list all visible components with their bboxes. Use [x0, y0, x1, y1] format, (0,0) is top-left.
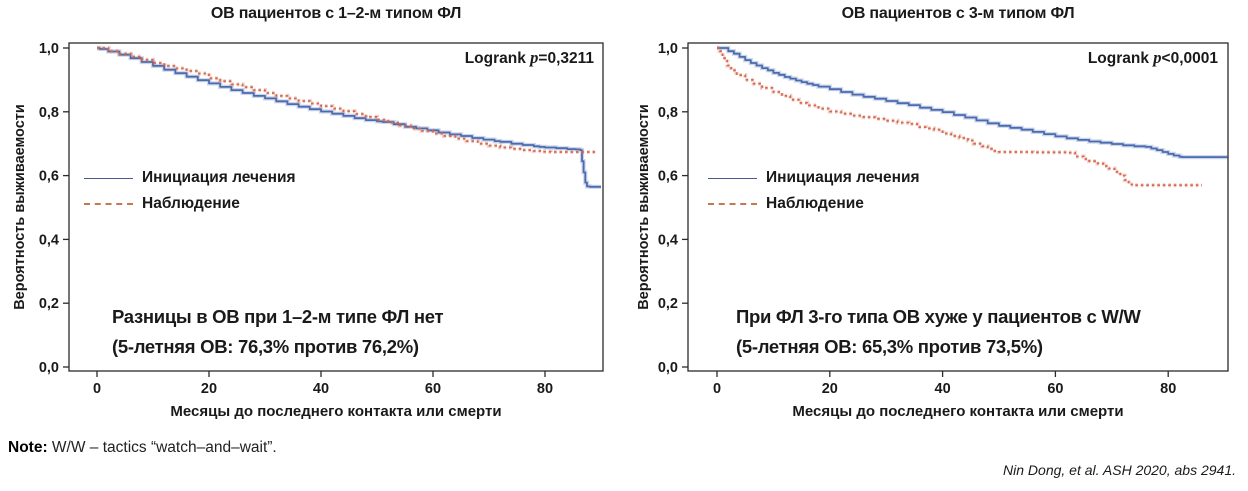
km-chart-panel-right: 0 20 40 60 80 1,0 0,8 0,6 0,4 0,2 0,0 ОВ пациентов… [624, 0, 1248, 431]
x-tick-label: 20 [822, 381, 838, 397]
y-tick-label: 0,2 [658, 296, 678, 312]
plot-border [687, 42, 1229, 372]
logrank-label: Logrank p=0,3211 [465, 48, 594, 68]
logrank-p: p [530, 48, 539, 67]
y-axis-label: Вероятность выживаемости [636, 104, 652, 310]
y-tick-label: 0,4 [658, 232, 678, 248]
y-tick-label: 0,0 [39, 360, 59, 376]
y-tick-label: 0,4 [39, 232, 59, 248]
legend-item-treatment: Инициация лечения [84, 165, 296, 191]
dashed-line-swatch [708, 203, 757, 205]
x-tick-label: 40 [313, 381, 329, 397]
y-tick-label: 0,6 [658, 169, 678, 185]
annotation-line-2: (5-летняя ОВ: 65,3% против 73,5%) [736, 336, 1043, 357]
legend-label: Наблюдение [142, 195, 240, 212]
y-tick-label: 1,0 [39, 41, 59, 57]
km-curve-solid [717, 47, 1228, 158]
x-tick-label: 0 [713, 381, 721, 397]
x-tick-label: 40 [935, 381, 951, 397]
legend-item-observation: Наблюдение [84, 191, 296, 217]
y-tick-label: 1,0 [658, 41, 678, 57]
logrank-value: =0,3211 [538, 50, 594, 67]
km-chart-panel-left: 0 20 40 60 80 1,0 0,8 0,6 0,4 0,2 0,0 ОВ пациентов… [0, 0, 624, 431]
y-tick-label: 0,8 [39, 105, 59, 121]
y-tick-label: 0,0 [658, 360, 678, 376]
x-tick-label: 80 [537, 381, 553, 397]
logrank-p: p [1153, 48, 1162, 67]
y-tick-label: 0,8 [658, 105, 678, 121]
legend-label: Инициация лечения [766, 169, 920, 186]
x-tick-label: 60 [1047, 381, 1063, 397]
chart-title: ОВ пациентов с 1–2-м типом ФЛ [210, 5, 462, 22]
citation: Nin Dong, et al. ASH 2020, abs 2941. [1003, 462, 1236, 478]
legend-label: Инициация лечения [142, 169, 296, 186]
x-tick-label: 60 [425, 381, 441, 397]
km-curve-solid [97, 47, 601, 188]
legend: Инициация лечения Наблюдение [84, 165, 296, 217]
logrank-prefix: Logrank [1087, 50, 1154, 67]
x-tick-label: 80 [1160, 381, 1176, 397]
km-curve-halo [97, 45, 596, 155]
logrank-label: Logrank p<0,0001 [1088, 48, 1218, 68]
legend-label: Наблюдение [766, 195, 864, 212]
y-tick-label: 0,2 [39, 296, 59, 312]
solid-line-swatch [708, 177, 757, 179]
y-tick-label: 0,6 [39, 169, 59, 185]
logrank-prefix: Logrank [464, 50, 531, 67]
legend-item-treatment: Инициация лечения [708, 165, 920, 191]
dashed-line-swatch [84, 203, 133, 205]
note-text: W/W – tactics “watch–and–wait”. [47, 439, 277, 456]
x-axis-label: Месяцы до последнего контакта или смерти [170, 403, 502, 420]
km-plot-left: 0 20 40 60 80 1,0 0,8 0,6 0,4 0,2 0,0 [39, 41, 604, 397]
annotation: При ФЛ 3-го типа ОВ хуже у пациентов с W… [736, 302, 1141, 362]
annotation: Разницы в ОВ при 1–2-м типе ФЛ нет (5-ле… [112, 302, 444, 362]
plot-border [68, 42, 604, 372]
x-axis-label: Месяцы до последнего контакта или смерти [792, 403, 1124, 420]
chart-title: ОВ пациентов с 3-м типом ФЛ [841, 5, 1075, 22]
annotation-line-2: (5-летняя ОВ: 76,3% против 76,2%) [112, 336, 419, 357]
km-curve-dashed [717, 47, 1202, 187]
y-axis-label: Вероятность выживаемости [12, 104, 28, 310]
annotation-line-1: При ФЛ 3-го типа ОВ хуже у пациентов с W… [736, 306, 1141, 327]
x-tick-label: 0 [93, 381, 101, 397]
note-label: Note: [8, 439, 48, 456]
x-tick-label: 20 [201, 381, 217, 397]
note: Note: W/W – tactics “watch–and–wait”. [8, 439, 277, 457]
km-plot-right: 0 20 40 60 80 1,0 0,8 0,6 0,4 0,2 0,0 [658, 41, 1229, 397]
solid-line-swatch [84, 177, 133, 179]
legend: Инициация лечения Наблюдение [708, 165, 920, 217]
annotation-line-1: Разницы в ОВ при 1–2-м типе ФЛ нет [112, 306, 444, 327]
legend-item-observation: Наблюдение [708, 191, 920, 217]
logrank-value: <0,0001 [1161, 50, 1218, 67]
